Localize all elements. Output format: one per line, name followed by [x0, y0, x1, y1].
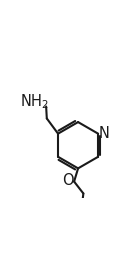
Text: O: O: [62, 173, 74, 188]
Text: N: N: [99, 126, 109, 141]
Text: NH$_2$: NH$_2$: [20, 92, 49, 111]
